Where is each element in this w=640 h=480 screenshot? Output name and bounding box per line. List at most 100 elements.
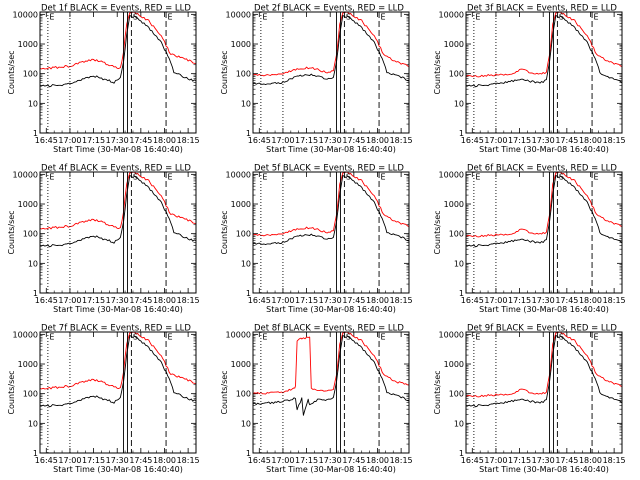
- x-tick-label: 16:45: [35, 456, 58, 465]
- y-axis-label: Counts/sec: [220, 50, 229, 94]
- plot-frame: [39, 171, 197, 294]
- x-tick-label: 17:00: [271, 456, 294, 465]
- detector-panel: Det 6f BLACK = Events, RED = LLD 1 10 100 10…: [426, 160, 639, 320]
- x-tick-label: 16:45: [248, 456, 271, 465]
- series-group: [466, 12, 622, 88]
- panel-plot: Det 2f BLACK = Events, RED = LLD 1 10 100 10…: [220, 4, 413, 155]
- y-tick-label: 10: [454, 419, 464, 428]
- y-axis-label: Counts/sec: [7, 370, 16, 414]
- marker-label: S: [133, 13, 138, 22]
- series-group: [40, 172, 196, 248]
- series-group: [40, 12, 196, 88]
- x-tick-label: 17:30: [319, 456, 342, 465]
- y-tick-label: 10000: [226, 10, 251, 19]
- x-tick-label: 16:45: [248, 136, 271, 145]
- x-tick-label: 17:45: [129, 296, 152, 305]
- x-tick-label: 17:00: [58, 456, 81, 465]
- x-axis-label: Start Time (30-Mar-08 16:40:40): [266, 465, 396, 474]
- panel-plot: Det 6f BLACK = Events, RED = LLD 1 10 100 10…: [433, 164, 626, 315]
- y-tick-label: 10000: [13, 330, 38, 339]
- y-axis-label: Counts/sec: [220, 210, 229, 254]
- panel-title: Det 6f BLACK = Events, RED = LLD: [467, 164, 617, 174]
- series-group: [466, 332, 622, 408]
- marker-label: S: [559, 333, 564, 342]
- x-tick-label: 17:15: [82, 296, 105, 305]
- y-tick-label: 10000: [13, 170, 38, 179]
- marker-label: S: [133, 333, 138, 342]
- y-tick-label: 100: [449, 390, 464, 399]
- panel-plot: Det 3f BLACK = Events, RED = LLD 1 10 100 10…: [433, 4, 626, 155]
- y-tick-label: 10000: [439, 330, 464, 339]
- y-tick-label: 1: [459, 449, 464, 458]
- panel-title: Det 1f BLACK = Events, RED = LLD: [41, 4, 191, 14]
- y-axis-label: Counts/sec: [433, 50, 442, 94]
- series-group: [253, 172, 409, 246]
- y-tick-label: 100: [236, 70, 251, 79]
- plot-frame: [252, 331, 410, 454]
- marker-label: E: [594, 333, 599, 342]
- marker-label: S: [346, 333, 351, 342]
- series-group: [466, 172, 622, 248]
- x-axis-label: Start Time (30-Mar-08 16:40:40): [53, 305, 183, 314]
- x-axis-label: Start Time (30-Mar-08 16:40:40): [266, 305, 396, 314]
- y-tick-label: 10000: [439, 170, 464, 179]
- x-tick-label: 18:15: [390, 296, 413, 305]
- x-tick-label: 16:45: [461, 456, 484, 465]
- detector-panel: Det 1f BLACK = Events, RED = LLD 1 10 100 10…: [0, 0, 213, 160]
- marker-label: E: [262, 333, 267, 342]
- y-tick-label: 100: [23, 390, 38, 399]
- y-tick-label: 10000: [439, 10, 464, 19]
- x-tick-label: 17:30: [319, 296, 342, 305]
- x-tick-label: 17:15: [508, 136, 531, 145]
- y-tick-label: 100: [449, 230, 464, 239]
- x-tick-label: 17:00: [484, 456, 507, 465]
- x-tick-label: 17:00: [58, 136, 81, 145]
- x-tick-label: 17:15: [295, 136, 318, 145]
- y-tick-label: 10: [454, 259, 464, 268]
- x-tick-label: 17:45: [555, 456, 578, 465]
- lld-series-line: [40, 172, 196, 230]
- marker-label: S: [346, 13, 351, 22]
- x-tick-label: 17:00: [271, 136, 294, 145]
- events-series-line: [466, 15, 622, 88]
- marker-label: E: [168, 13, 173, 22]
- y-tick-label: 1: [246, 449, 251, 458]
- events-series-line: [253, 175, 409, 246]
- y-tick-label: 100: [236, 390, 251, 399]
- y-tick-label: 100: [449, 70, 464, 79]
- events-series-line: [40, 175, 196, 248]
- y-tick-label: 100: [236, 230, 251, 239]
- marker-label: E: [49, 173, 54, 182]
- plot-frame: [465, 331, 623, 454]
- x-tick-label: 17:45: [342, 136, 365, 145]
- marker-label: S: [346, 173, 351, 182]
- marker-label: E: [168, 333, 173, 342]
- y-tick-label: 1000: [18, 200, 38, 209]
- x-tick-label: 16:45: [248, 296, 271, 305]
- x-tick-label: 17:15: [508, 456, 531, 465]
- x-tick-label: 17:45: [555, 136, 578, 145]
- detector-panel: Det 3f BLACK = Events, RED = LLD 1 10 100 10…: [426, 0, 639, 160]
- y-tick-label: 1000: [444, 360, 464, 369]
- detector-panel: Det 9f BLACK = Events, RED = LLD 1 10 100 10…: [426, 320, 639, 480]
- x-tick-label: 18:15: [390, 136, 413, 145]
- panel-title: Det 2f BLACK = Events, RED = LLD: [254, 4, 404, 14]
- panel-title: Det 3f BLACK = Events, RED = LLD: [467, 4, 617, 14]
- y-tick-label: 1: [459, 129, 464, 138]
- events-series-line: [466, 335, 622, 408]
- x-tick-label: 18:15: [177, 456, 200, 465]
- x-tick-label: 18:15: [390, 456, 413, 465]
- y-tick-label: 1000: [231, 200, 251, 209]
- marker-label: S: [559, 173, 564, 182]
- marker-label: E: [49, 13, 54, 22]
- marker-label: S: [559, 13, 564, 22]
- detector-panel: Det 8f BLACK = Events, RED = LLD 1 10 100 10…: [213, 320, 426, 480]
- y-tick-label: 1000: [231, 40, 251, 49]
- y-tick-label: 10: [28, 419, 38, 428]
- x-tick-label: 18:15: [177, 136, 200, 145]
- y-tick-label: 10: [241, 99, 251, 108]
- x-axis-label: Start Time (30-Mar-08 16:40:40): [266, 145, 396, 154]
- y-tick-label: 1: [33, 449, 38, 458]
- x-axis-label: Start Time (30-Mar-08 16:40:40): [479, 465, 609, 474]
